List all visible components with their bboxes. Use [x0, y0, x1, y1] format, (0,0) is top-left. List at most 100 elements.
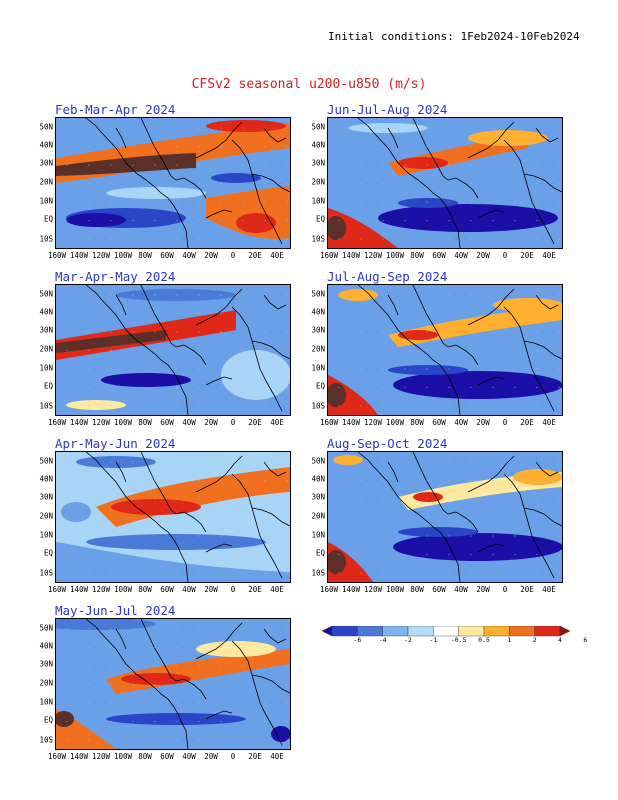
lat-tick-label: 20N — [311, 511, 325, 521]
lon-tick-label: 80W — [410, 418, 424, 427]
colorbar-tick-label: 4 — [558, 636, 562, 644]
lon-tick-label: 140W — [69, 418, 89, 427]
panel-title: May-Jun-Jul 2024 — [55, 603, 176, 618]
lon-tick-label: 100W — [113, 752, 133, 761]
lon-tick-label: 40W — [182, 418, 196, 427]
latitude-axis: 50N 40N 30N 20N 10N EQ 10S — [33, 451, 53, 581]
colorbar-tick-label: 6 — [583, 636, 588, 644]
colorbar-tick-label: 2 — [532, 636, 537, 644]
lat-tick-label: 20N — [311, 344, 325, 354]
longitude-axis: 160W 140W 120W 100W 80W 60W 40W 20W 0 20E 40E — [48, 418, 289, 428]
lat-tick-label: 30N — [39, 325, 53, 335]
lon-tick-label: 0 — [230, 418, 236, 427]
map-panel-jja: Jun-Jul-Aug 2024 50N 40N 30N 20N 10N EQ 10S 16… — [311, 102, 595, 277]
longitude-axis: 160W 140W 120W 100W 80W 60W 40W 20W 0 20E 40E — [48, 585, 289, 595]
lon-tick-label: 40W — [454, 251, 468, 260]
lat-tick-label: EQ — [315, 214, 325, 224]
lon-tick-label: 20E — [520, 585, 534, 594]
lon-tick-label: 0 — [502, 418, 508, 427]
colorbar-tick-label: 1 — [507, 636, 512, 644]
lon-tick-label: 120W — [91, 418, 111, 427]
lat-tick-label: EQ — [43, 214, 53, 224]
colorbar-swatch — [322, 626, 333, 637]
lon-tick-label: 40E — [542, 251, 556, 260]
lat-tick-label: 10S — [39, 568, 53, 578]
lat-tick-label: 30N — [311, 325, 325, 335]
colorbar-labels: -6 -4 -2 -1 -0.5 0.5 1 2 4 6 — [322, 636, 587, 646]
lat-tick-label: 10N — [39, 363, 53, 373]
lat-tick-label: EQ — [43, 715, 53, 725]
lat-tick-label: 20N — [39, 511, 53, 521]
initial-conditions-label: Initial conditions: 1Feb2024-10Feb2024 — [328, 30, 580, 43]
latitude-axis: 50N 40N 30N 20N 10N EQ 10S — [305, 451, 325, 581]
lat-tick-label: 10S — [39, 401, 53, 411]
lon-tick-label: 0 — [230, 251, 236, 260]
lon-tick-label: 40E — [270, 585, 284, 594]
lat-tick-label: 50N — [311, 289, 325, 299]
main-title: CFSv2 seasonal u200-u850 (m/s) — [191, 77, 427, 92]
lat-tick-label: 40N — [39, 641, 53, 651]
colorbar-swatch — [331, 626, 358, 637]
longitude-axis: 160W 140W 120W 100W 80W 60W 40W 20W 0 20E 40E — [320, 251, 561, 261]
lat-tick-label: 40N — [39, 474, 53, 484]
lat-tick-label: 20N — [39, 344, 53, 354]
lat-tick-label: EQ — [43, 381, 53, 391]
lat-tick-label: 30N — [311, 492, 325, 502]
colorbar-tick-label: -6 — [353, 636, 362, 644]
lon-tick-label: 80W — [138, 418, 152, 427]
lon-tick-label: 140W — [69, 585, 89, 594]
lon-tick-label: 0 — [502, 251, 508, 260]
lon-tick-label: 140W — [341, 585, 361, 594]
lon-tick-label: 40W — [454, 585, 468, 594]
lat-tick-label: 40N — [39, 140, 53, 150]
lon-tick-label: 0 — [230, 585, 236, 594]
panel-title: Mar-Apr-May 2024 — [55, 269, 176, 284]
colorbar-tick-label: -4 — [378, 636, 387, 644]
colorbar-swatch — [483, 626, 510, 637]
longitude-axis: 160W 140W 120W 100W 80W 60W 40W 20W 0 20E 40E — [48, 752, 289, 762]
map-panel-aso: Aug-Sep-Oct 2024 50N 40N 30N 20N 10N EQ 10S 16… — [311, 436, 595, 611]
lat-tick-label: 10S — [39, 735, 53, 745]
lon-tick-label: 40E — [270, 251, 284, 260]
lat-tick-label: 50N — [39, 456, 53, 466]
map-panel-mjj: May-Jun-Jul 2024 50N 40N 30N 20N 10N EQ 10S 16… — [39, 603, 323, 778]
lon-tick-label: 20W — [204, 585, 218, 594]
lon-tick-label: 160W — [47, 251, 67, 260]
lon-tick-label: 60W — [432, 418, 446, 427]
lat-tick-label: 10S — [39, 234, 53, 244]
latitude-axis: 50N 40N 30N 20N 10N EQ 10S — [33, 284, 53, 414]
lon-tick-label: 160W — [47, 585, 67, 594]
lon-tick-label: 60W — [160, 418, 174, 427]
anomaly-map — [55, 618, 291, 750]
colorbar-swatch — [458, 626, 485, 637]
lon-tick-label: 40E — [270, 418, 284, 427]
lon-tick-label: 20W — [204, 251, 218, 260]
lat-tick-label: 10N — [311, 530, 325, 540]
lon-tick-label: 120W — [91, 585, 111, 594]
lon-tick-label: 20W — [476, 418, 490, 427]
lon-tick-label: 60W — [160, 752, 174, 761]
map-panel-mam: Mar-Apr-May 2024 50N 40N 30N 20N 10N EQ 10S 16… — [39, 269, 323, 444]
lon-tick-label: 60W — [160, 251, 174, 260]
lon-tick-label: 100W — [113, 418, 133, 427]
latitude-axis: 50N 40N 30N 20N 10N EQ 10S — [33, 117, 53, 247]
lat-tick-label: 10S — [311, 401, 325, 411]
map-panel-jas: Jul-Aug-Sep 2024 50N 40N 30N 20N 10N EQ 10S 16… — [311, 269, 595, 444]
lon-tick-label: 80W — [138, 251, 152, 260]
lat-tick-label: 30N — [311, 158, 325, 168]
lat-tick-label: 50N — [39, 623, 53, 633]
lon-tick-label: 80W — [410, 585, 424, 594]
lon-tick-label: 20W — [204, 418, 218, 427]
lon-tick-label: 80W — [138, 585, 152, 594]
lon-tick-label: 20W — [204, 752, 218, 761]
longitude-axis: 160W 140W 120W 100W 80W 60W 40W 20W 0 20E 40E — [320, 585, 561, 595]
colorbar-swatches — [322, 626, 570, 637]
lat-tick-label: 20N — [311, 177, 325, 187]
panel-title: Jul-Aug-Sep 2024 — [327, 269, 448, 284]
lon-tick-label: 120W — [363, 418, 383, 427]
latitude-axis: 50N 40N 30N 20N 10N EQ 10S — [33, 618, 53, 748]
panel-title: Feb-Mar-Apr 2024 — [55, 102, 176, 117]
colorbar-tick-label: 0.5 — [478, 636, 490, 644]
lon-tick-label: 60W — [160, 585, 174, 594]
lon-tick-label: 60W — [432, 585, 446, 594]
